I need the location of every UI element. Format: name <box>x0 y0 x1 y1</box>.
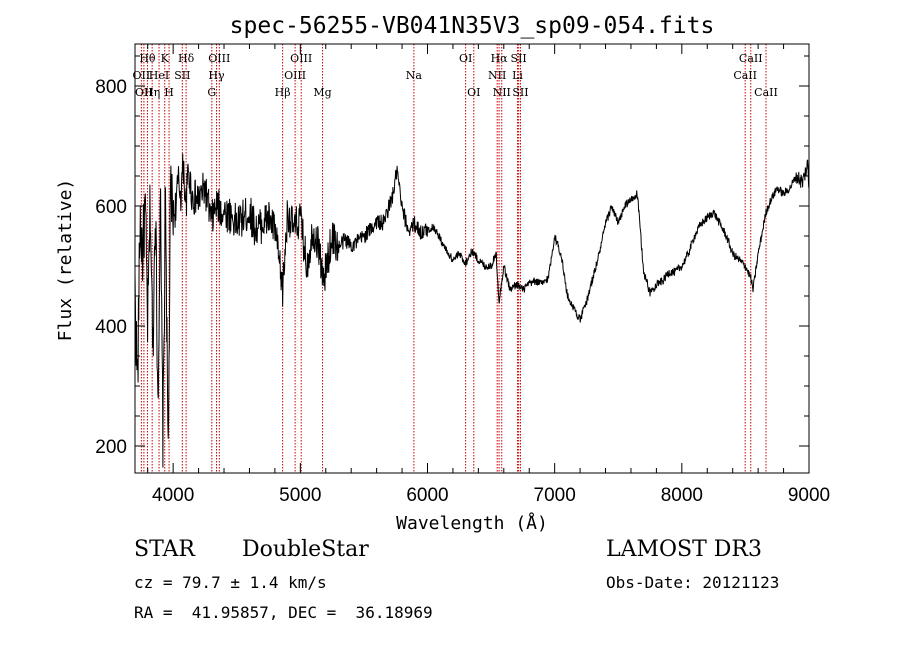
line-label-CaII2: CaII <box>739 52 763 65</box>
line-markers <box>140 44 767 473</box>
line-label-OIII3: OIII <box>290 52 312 65</box>
x-tick-label: 8000 <box>661 485 703 506</box>
y-tick-label: 200 <box>95 437 127 458</box>
line-label-Mg: Mg <box>313 86 331 99</box>
y-tick-label: 800 <box>95 77 127 98</box>
chart-title: spec-56255-VB041N35V3_sp09-054.fits <box>230 13 715 39</box>
x-tick-label: 5000 <box>279 485 321 506</box>
observation-date: Obs-Date: 20121123 <box>606 573 780 592</box>
x-tick-label: 6000 <box>406 485 448 506</box>
y-axis-label: Flux (relative) <box>55 179 76 342</box>
line-label-Htheta: Hθ <box>139 52 156 65</box>
x-tick-label: 7000 <box>534 485 576 506</box>
plot-frame <box>134 43 810 474</box>
x-tick-label: 9000 <box>788 485 830 506</box>
line-label-Hgamma: Hγ <box>208 69 225 82</box>
line-label-CaII1: CaII <box>733 69 757 82</box>
y-axis-ticks: 200 400 600 800 <box>95 55 809 458</box>
line-label-CaII3: CaII <box>754 86 778 99</box>
line-label-Heta: Hη <box>144 86 160 99</box>
line-label-He: HeI <box>149 69 169 82</box>
line-label-OI2: OI <box>467 86 480 99</box>
line-label-Li: Li <box>512 69 523 82</box>
redshift-value: cz = 79.7 ± 1.4 km/s <box>134 573 327 592</box>
spectrum-chart: spec-56255-VB041N35V3_sp09-054.fits OII O… <box>55 13 830 534</box>
y-tick-label: 400 <box>95 317 127 338</box>
x-axis-label: Wavelength (Å) <box>396 512 548 534</box>
line-label-Hzeta: OII <box>135 86 153 99</box>
line-label-OIII2: OIII <box>284 69 306 82</box>
coordinates: RA = 41.95857, DEC = 36.18969 <box>134 603 433 622</box>
x-tick-label: 4000 <box>152 485 194 506</box>
line-label-OIII1: OIII <box>208 52 230 65</box>
line-marker-labels: OIIOIIHθHηHeIKHSIIHδGHγOIIIHβOIIIOIIIMgN… <box>132 52 777 99</box>
line-label-Halpha: Hα <box>491 52 509 65</box>
line-label-SII3: SII <box>512 86 528 99</box>
y-tick-label: 600 <box>95 197 127 218</box>
line-label-SII2: SII <box>511 52 527 65</box>
survey-name: LAMOST DR3 <box>606 537 762 562</box>
line-label-CaH: H <box>164 86 174 99</box>
line-label-Hepsilon: OII <box>132 69 150 82</box>
line-label-Gband: G <box>207 86 216 99</box>
x-axis-ticks: 4000 5000 6000 7000 8000 9000 <box>147 44 830 506</box>
object-subclass: DoubleStar <box>242 537 369 562</box>
spectrum-line <box>134 153 810 468</box>
line-label-SII1: SII <box>174 69 190 82</box>
object-class: STAR <box>134 537 195 562</box>
line-label-CaK: K <box>161 52 170 65</box>
line-label-OI1: OI <box>459 52 472 65</box>
line-label-Na: Na <box>406 69 423 82</box>
line-label-Hbeta: Hβ <box>275 86 291 99</box>
line-label-Hdelta: Hδ <box>178 52 195 65</box>
line-label-NII2: NII <box>493 86 511 99</box>
line-label-NII1: NII <box>488 69 506 82</box>
